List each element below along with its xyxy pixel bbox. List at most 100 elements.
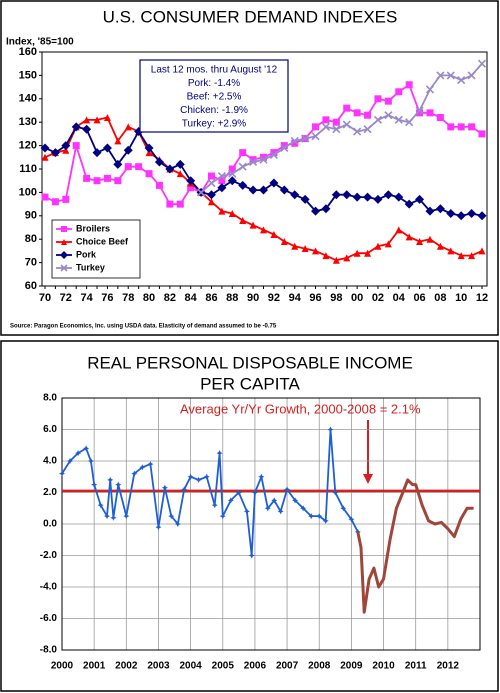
marker — [279, 185, 289, 195]
marker — [342, 190, 352, 200]
legend-marker — [60, 251, 68, 259]
marker — [436, 114, 444, 122]
annotation-text: Last 12 mos. thru August '12 — [151, 65, 278, 76]
marker — [353, 127, 362, 136]
marker — [243, 508, 250, 515]
marker — [62, 146, 70, 154]
marker — [457, 252, 465, 260]
reference-label: Average Yr/Yr Growth, 2000-2008 = 2.1% — [180, 401, 421, 416]
marker — [291, 139, 299, 147]
marker — [322, 252, 330, 260]
marker — [168, 513, 175, 520]
marker — [249, 157, 258, 167]
marker — [260, 226, 267, 234]
marker — [354, 528, 361, 535]
marker — [364, 249, 372, 257]
marker — [123, 145, 133, 155]
marker — [290, 136, 299, 145]
marker — [321, 122, 330, 131]
legend-marker — [61, 239, 67, 245]
marker — [83, 116, 91, 124]
marker — [62, 195, 70, 203]
marker — [374, 242, 382, 250]
marker — [447, 247, 455, 255]
legend-label: Choice Beef — [76, 236, 129, 246]
marker — [83, 174, 91, 182]
x-tick-label: 82 — [164, 292, 176, 304]
x-tick-label: 70 — [39, 292, 51, 304]
marker — [394, 192, 404, 202]
marker — [124, 123, 132, 131]
marker — [363, 192, 373, 202]
legend-marker — [60, 264, 68, 272]
marker — [258, 473, 265, 480]
marker — [308, 513, 315, 520]
x-tick-label: 84 — [185, 292, 198, 304]
x-tick-label: 80 — [143, 292, 155, 304]
marker — [353, 249, 361, 257]
marker — [227, 176, 237, 186]
marker — [102, 143, 112, 153]
y-tick-label: 4.0 — [43, 456, 57, 467]
x-tick-label: 2005 — [212, 661, 235, 672]
x-tick-label: 2008 — [308, 661, 331, 672]
marker — [113, 159, 123, 169]
y-tick-label: 130 — [19, 116, 37, 128]
marker — [290, 190, 300, 200]
marker — [61, 141, 71, 151]
marker — [206, 190, 216, 200]
marker — [207, 172, 215, 180]
marker — [87, 458, 94, 464]
marker — [203, 473, 210, 480]
marker — [218, 177, 226, 185]
x-tick-label: 74 — [80, 292, 93, 304]
x-tick-label: 72 — [60, 292, 72, 304]
x-tick-label: 12 — [476, 292, 488, 304]
marker — [405, 81, 413, 89]
marker — [41, 193, 49, 201]
marker — [50, 148, 60, 158]
marker — [353, 109, 361, 117]
x-tick-label: 2000 — [51, 661, 74, 672]
top-frame — [0, 0, 499, 336]
marker — [93, 116, 101, 124]
y-axis-label: Index, '85=100 — [6, 37, 74, 48]
legend-label: Pork — [76, 249, 97, 259]
annotation-box — [139, 59, 289, 133]
marker — [75, 450, 82, 457]
marker — [238, 162, 247, 171]
x-tick-label: 06 — [413, 292, 425, 304]
marker — [124, 163, 132, 171]
x-tick-label: 2007 — [276, 661, 299, 672]
marker — [217, 183, 227, 193]
marker — [435, 204, 445, 214]
x-tick-label: 2006 — [244, 661, 267, 672]
chart-title: PER CAPITA — [200, 374, 300, 393]
x-tick-label: 00 — [351, 292, 363, 304]
legend-label: Turkey — [76, 262, 105, 272]
marker — [311, 206, 321, 216]
annotation-text: Chicken: -1.9% — [180, 105, 248, 116]
marker — [176, 170, 184, 178]
marker — [374, 95, 382, 103]
marker — [103, 174, 111, 182]
marker — [436, 71, 445, 80]
marker — [217, 171, 226, 181]
marker — [322, 517, 329, 524]
marker — [107, 476, 114, 483]
plot-area — [41, 51, 488, 287]
marker — [228, 165, 236, 173]
marker — [239, 216, 247, 224]
marker — [181, 486, 188, 493]
y-tick-label: 80 — [25, 233, 37, 245]
marker — [373, 194, 383, 204]
marker — [248, 552, 255, 559]
marker — [457, 123, 465, 131]
marker — [332, 489, 339, 496]
marker — [228, 209, 236, 217]
series-line — [200, 63, 483, 194]
marker — [155, 181, 163, 189]
x-tick-label: 94 — [289, 292, 302, 304]
marker — [82, 124, 92, 134]
marker — [218, 207, 226, 215]
